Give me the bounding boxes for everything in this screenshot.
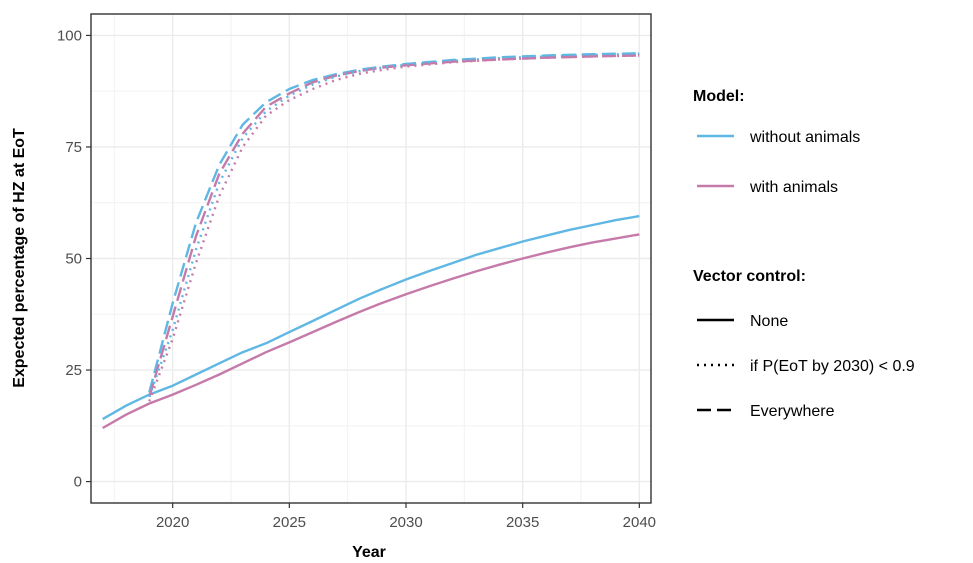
series-line-2	[148, 52, 640, 393]
legend-label-model-0: without animals	[749, 129, 860, 146]
series-line-0	[102, 214, 640, 421]
legend-title-model: Model:	[693, 88, 745, 105]
x-tick-label: 2040	[623, 514, 656, 531]
series-line-4	[148, 52, 640, 398]
x-tick-label: 2030	[389, 514, 422, 531]
legend-label-model-1: with animals	[749, 179, 838, 196]
plot-area	[91, 14, 651, 503]
x-tick-label: 2020	[156, 514, 189, 531]
series-line-5	[148, 54, 640, 402]
legend-label-control-2: Everywhere	[750, 403, 835, 420]
series-line-3	[148, 54, 640, 398]
series-line-1	[102, 233, 640, 430]
x-tick-label: 2025	[273, 514, 306, 531]
legend-label-control-0: None	[750, 313, 788, 330]
legend-title-vector-control: Vector control:	[693, 268, 806, 285]
legend: Model: Vector control: without animals wi…	[693, 88, 915, 420]
y-tick-label: 75	[65, 139, 82, 156]
y-tick-label: 0	[74, 474, 82, 491]
y-axis-title: Expected percentage of HZ at EoT	[11, 128, 28, 388]
y-tick-label: 100	[57, 27, 82, 44]
axes: 2020 2025 2030 2035 2040 0 25 50 75 100	[57, 13, 656, 531]
y-tick-label: 50	[65, 251, 82, 268]
x-axis-title: Year	[352, 544, 386, 561]
x-tick-label: 2035	[506, 514, 539, 531]
legend-label-control-1: if P(EoT by 2030) < 0.9	[750, 358, 915, 375]
y-tick-label: 25	[65, 362, 82, 379]
